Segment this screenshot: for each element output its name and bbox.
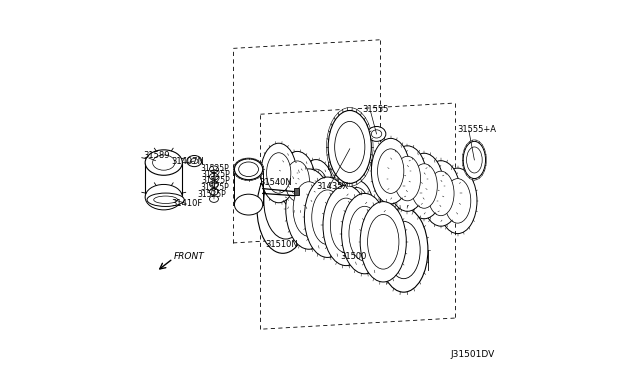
- Ellipse shape: [411, 164, 437, 208]
- Ellipse shape: [298, 160, 334, 219]
- Ellipse shape: [340, 180, 373, 231]
- Ellipse shape: [445, 179, 471, 223]
- Ellipse shape: [286, 169, 332, 249]
- Ellipse shape: [312, 190, 343, 244]
- Ellipse shape: [154, 196, 177, 203]
- Ellipse shape: [145, 185, 182, 210]
- Ellipse shape: [234, 194, 262, 215]
- Ellipse shape: [371, 130, 381, 138]
- Ellipse shape: [285, 161, 310, 201]
- Ellipse shape: [280, 151, 315, 211]
- Ellipse shape: [380, 208, 428, 292]
- Ellipse shape: [323, 177, 347, 218]
- Ellipse shape: [234, 158, 264, 180]
- Text: 31525P: 31525P: [202, 170, 230, 179]
- Text: 31540N: 31540N: [259, 178, 292, 187]
- Ellipse shape: [422, 161, 460, 226]
- Text: 31510N: 31510N: [265, 240, 298, 249]
- Ellipse shape: [323, 185, 369, 266]
- Ellipse shape: [405, 153, 444, 219]
- Ellipse shape: [264, 163, 308, 239]
- Ellipse shape: [147, 193, 184, 206]
- Text: 31589: 31589: [143, 151, 170, 160]
- Ellipse shape: [428, 171, 454, 216]
- Text: 31525P: 31525P: [197, 190, 226, 199]
- Ellipse shape: [388, 146, 427, 211]
- Text: 31525P: 31525P: [200, 183, 229, 192]
- Ellipse shape: [267, 153, 291, 193]
- Text: 31500: 31500: [340, 251, 367, 260]
- Ellipse shape: [394, 156, 420, 201]
- Text: 31410F: 31410F: [172, 199, 202, 208]
- Ellipse shape: [467, 147, 482, 173]
- Text: 31555: 31555: [363, 105, 389, 113]
- Text: J31501DV: J31501DV: [451, 350, 495, 359]
- Text: FRONT: FRONT: [174, 251, 205, 260]
- Ellipse shape: [474, 163, 484, 171]
- Ellipse shape: [360, 202, 406, 282]
- Ellipse shape: [367, 126, 386, 141]
- Text: 31435X: 31435X: [316, 182, 349, 191]
- Ellipse shape: [371, 138, 410, 204]
- Ellipse shape: [191, 158, 198, 164]
- Ellipse shape: [438, 168, 477, 234]
- Ellipse shape: [367, 215, 399, 269]
- Ellipse shape: [152, 155, 175, 170]
- Ellipse shape: [317, 168, 353, 227]
- Ellipse shape: [234, 159, 262, 180]
- Text: 31555+A: 31555+A: [457, 125, 496, 134]
- Text: 31525P: 31525P: [200, 164, 229, 173]
- Ellipse shape: [304, 169, 328, 209]
- Ellipse shape: [305, 177, 351, 257]
- Ellipse shape: [328, 110, 371, 183]
- Ellipse shape: [239, 162, 259, 177]
- Ellipse shape: [209, 173, 218, 180]
- Ellipse shape: [209, 166, 218, 173]
- Ellipse shape: [330, 198, 362, 253]
- Ellipse shape: [257, 163, 308, 253]
- Text: 31407N: 31407N: [172, 157, 204, 166]
- Ellipse shape: [378, 149, 404, 193]
- Ellipse shape: [261, 143, 296, 203]
- Bar: [294, 188, 299, 195]
- Ellipse shape: [293, 182, 324, 236]
- Ellipse shape: [462, 140, 486, 180]
- Ellipse shape: [187, 155, 202, 167]
- Ellipse shape: [345, 187, 369, 224]
- Ellipse shape: [209, 196, 218, 202]
- Ellipse shape: [209, 188, 218, 195]
- Ellipse shape: [387, 221, 420, 279]
- Ellipse shape: [342, 193, 388, 274]
- Ellipse shape: [463, 141, 486, 179]
- Ellipse shape: [335, 121, 365, 173]
- Ellipse shape: [326, 108, 373, 186]
- Ellipse shape: [145, 150, 182, 175]
- Ellipse shape: [209, 181, 218, 187]
- Ellipse shape: [349, 206, 380, 261]
- Text: 31525P: 31525P: [202, 176, 230, 185]
